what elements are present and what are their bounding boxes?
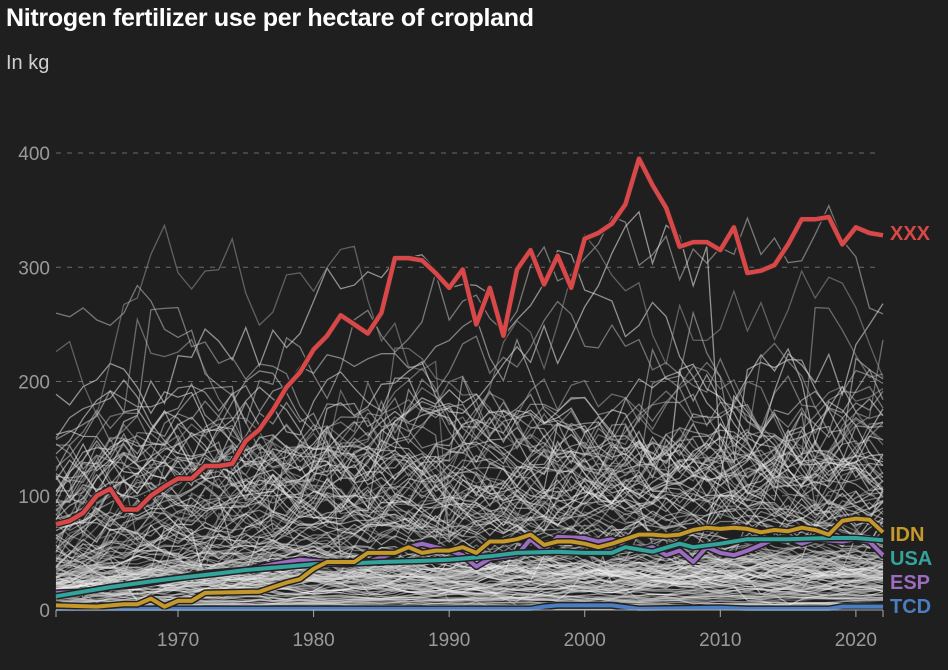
background-country-line	[55, 369, 884, 496]
chart-subtitle: In kg	[6, 52, 50, 74]
series-label-esp: ESP	[890, 572, 930, 594]
background-country-line	[55, 428, 884, 545]
chart-title: Nitrogen fertilizer use per hectare of c…	[6, 4, 534, 32]
series-line-usa[interactable]	[55, 536, 884, 599]
background-country-line	[55, 459, 884, 562]
series-label-usa: USA	[890, 548, 932, 570]
x-tick-label: 1990	[428, 630, 470, 651]
background-country-line	[55, 444, 884, 553]
background-country-line	[55, 370, 884, 499]
background-country-line	[55, 580, 884, 601]
background-country-line	[55, 449, 884, 545]
background-country-line	[55, 525, 884, 592]
series-label-idn: IDN	[890, 524, 924, 546]
background-country-line	[55, 579, 884, 599]
background-country-line	[55, 602, 884, 609]
background-country-line	[55, 375, 884, 553]
background-country-line	[55, 379, 884, 528]
series-line-tcd[interactable]	[56, 603, 883, 611]
background-country-line	[55, 449, 884, 552]
x-tick-label: 2000	[564, 630, 606, 651]
background-country-line	[55, 555, 884, 586]
background-country-line	[55, 444, 884, 555]
y-tick-label: 100	[18, 487, 50, 508]
x-tick-label: 2020	[835, 630, 877, 651]
background-country-line	[55, 357, 884, 513]
series-label-tcd: TCD	[890, 596, 931, 618]
background-country-line	[55, 479, 884, 565]
y-tick-label: 300	[18, 258, 50, 279]
background-country-line	[55, 418, 884, 557]
background-country-line	[55, 434, 884, 543]
series-label-xxx: XXX	[890, 223, 931, 245]
y-tick-label: 0	[39, 601, 50, 622]
background-country-line	[55, 223, 884, 541]
series-line-idn[interactable]	[55, 516, 885, 609]
background-country-line	[55, 400, 884, 511]
background-country-line	[55, 545, 884, 598]
background-country-line	[55, 361, 884, 512]
y-tick-label: 400	[18, 144, 50, 165]
background-country-line	[56, 306, 884, 511]
x-tick-label: 1970	[157, 630, 199, 651]
x-tick-label: 1980	[292, 630, 334, 651]
y-tick-label: 200	[18, 373, 50, 394]
background-country-line	[55, 440, 884, 588]
background-country-line	[55, 415, 884, 532]
background-country-line	[55, 574, 884, 593]
x-tick-label: 2010	[699, 630, 741, 651]
background-country-line	[55, 310, 884, 512]
background-country-line	[55, 394, 884, 549]
series-line-xxx[interactable]	[55, 156, 884, 527]
